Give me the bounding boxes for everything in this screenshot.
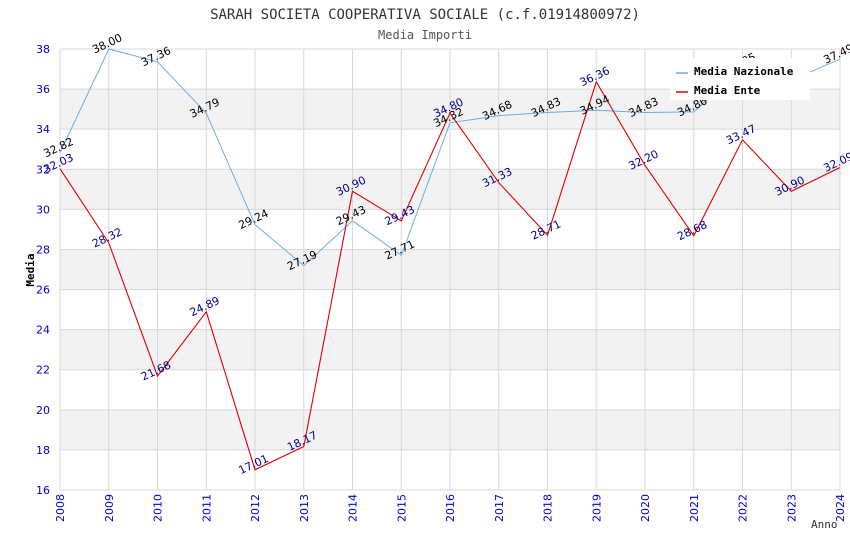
x-tick-label: 2024 [834, 494, 847, 522]
x-axis-label: Anno [811, 518, 838, 531]
legend: Media Nazionale Media Ente [670, 58, 810, 100]
data-label-ente: 28.68 [675, 218, 709, 243]
x-tick-label: 2021 [688, 494, 701, 522]
y-tick-label: 34 [36, 123, 50, 136]
x-tick-label: 2010 [152, 494, 165, 522]
x-tick-label: 2009 [103, 494, 116, 522]
x-tick-label: 2012 [249, 494, 262, 522]
y-axis-label: Media [24, 253, 37, 286]
legend-label-nazionale: Media Nazionale [694, 65, 794, 78]
y-tick-label: 22 [36, 364, 50, 377]
series-line-media-ente [59, 80, 841, 471]
y-tick-label: 18 [36, 444, 50, 457]
legend-label-ente: Media Ente [694, 84, 761, 97]
x-tick-labels: 2008 2009 2010 2011 2012 2013 2014 2015 2016 2017… [54, 494, 847, 522]
y-tick-label: 30 [36, 203, 50, 216]
y-tick-label: 20 [36, 404, 50, 417]
x-tick-label: 2008 [54, 494, 67, 522]
y-tick-label: 16 [36, 484, 50, 497]
x-tick-label: 2014 [347, 494, 360, 522]
y-tick-label: 38 [36, 43, 50, 56]
data-label-nazionale: 29.24 [236, 207, 270, 232]
chart-subtitle: Media Importi [378, 28, 472, 42]
data-label-ente: 24.89 [188, 294, 222, 319]
data-label-nazionale: 37.36 [139, 44, 173, 69]
x-tick-label: 2015 [395, 494, 408, 522]
y-tick-label: 32 [36, 163, 50, 176]
x-tick-label: 2022 [737, 494, 750, 522]
x-tick-label: 2011 [200, 494, 213, 522]
grid-lines [59, 48, 841, 491]
y-tick-label: 24 [36, 324, 50, 337]
y-tick-labels: 16 18 20 22 24 26 28 30 32 34 36 38 [36, 43, 50, 497]
y-tick-label: 28 [36, 243, 50, 256]
y-tick-label: 36 [36, 83, 50, 96]
x-tick-label: 2023 [785, 494, 798, 522]
legend-box [670, 58, 810, 100]
x-tick-label: 2013 [298, 494, 311, 522]
data-label-ente: 28.32 [90, 225, 124, 250]
data-label-nazionale: 37.49 [821, 42, 850, 67]
x-tick-label: 2017 [493, 494, 506, 522]
data-label-ente: 17.01 [236, 452, 270, 477]
x-tick-label: 2016 [444, 494, 457, 522]
chart-title: SARAH SOCIETA COOPERATIVA SOCIALE (c.f.0… [210, 7, 640, 23]
x-tick-label: 2019 [590, 494, 603, 522]
x-tick-label: 2020 [639, 494, 652, 522]
y-tick-label: 26 [36, 284, 50, 297]
x-tick-label: 2018 [542, 494, 555, 522]
